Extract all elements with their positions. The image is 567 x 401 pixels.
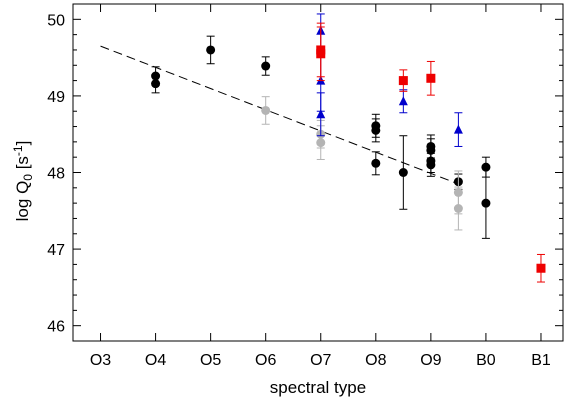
ticks-layer: 46 47 48 49 50 O3 O4 O5 O6 O7 O8 O9 B0 B1 <box>47 4 563 369</box>
x-tick-label: O3 <box>90 352 111 369</box>
y-axis-title-sup: -1 <box>11 145 25 156</box>
x-tick-label: B0 <box>476 352 496 369</box>
y-tick-label: 47 <box>47 242 65 259</box>
y-tick-label: 46 <box>47 319 65 336</box>
trend-line <box>100 45 459 185</box>
y-axis-title-sub: 0 <box>21 174 35 181</box>
data-point <box>398 96 408 106</box>
data-point <box>426 160 436 170</box>
x-tick-label: O4 <box>145 352 166 369</box>
y-tick-label: 49 <box>47 89 65 106</box>
y-axis-title-base: log Q <box>13 181 32 222</box>
data-point <box>316 138 326 148</box>
data-point <box>453 203 463 213</box>
data-point <box>316 109 326 119</box>
x-tick-label: O9 <box>420 352 441 369</box>
data-point <box>481 198 491 208</box>
y-tick-label: 48 <box>47 166 65 183</box>
y-axis-title: log Q0 [s-1] <box>11 141 35 222</box>
x-tick-label: B1 <box>531 352 551 369</box>
data-point <box>316 49 326 59</box>
y-axis-title-end: ] <box>13 141 32 146</box>
y-tick-label: 50 <box>47 12 65 29</box>
data-point <box>481 162 491 172</box>
plot-layer <box>100 13 546 283</box>
y-axis-title-mid: [s <box>13 156 32 174</box>
data-point <box>536 263 546 273</box>
data-point <box>151 79 161 89</box>
x-tick-label: O6 <box>255 352 276 369</box>
data-point <box>398 168 408 177</box>
x-tick-label: O7 <box>310 352 331 369</box>
data-point <box>371 158 381 168</box>
data-point <box>371 125 381 135</box>
x-tick-label: O8 <box>365 352 386 369</box>
data-point <box>426 73 436 83</box>
x-axis-title: spectral type <box>270 378 366 397</box>
data-point <box>261 61 271 71</box>
data-point <box>206 45 216 55</box>
data-point <box>261 105 271 115</box>
x-tick-label: O5 <box>200 352 221 369</box>
data-point <box>453 124 463 134</box>
data-point <box>398 76 408 86</box>
